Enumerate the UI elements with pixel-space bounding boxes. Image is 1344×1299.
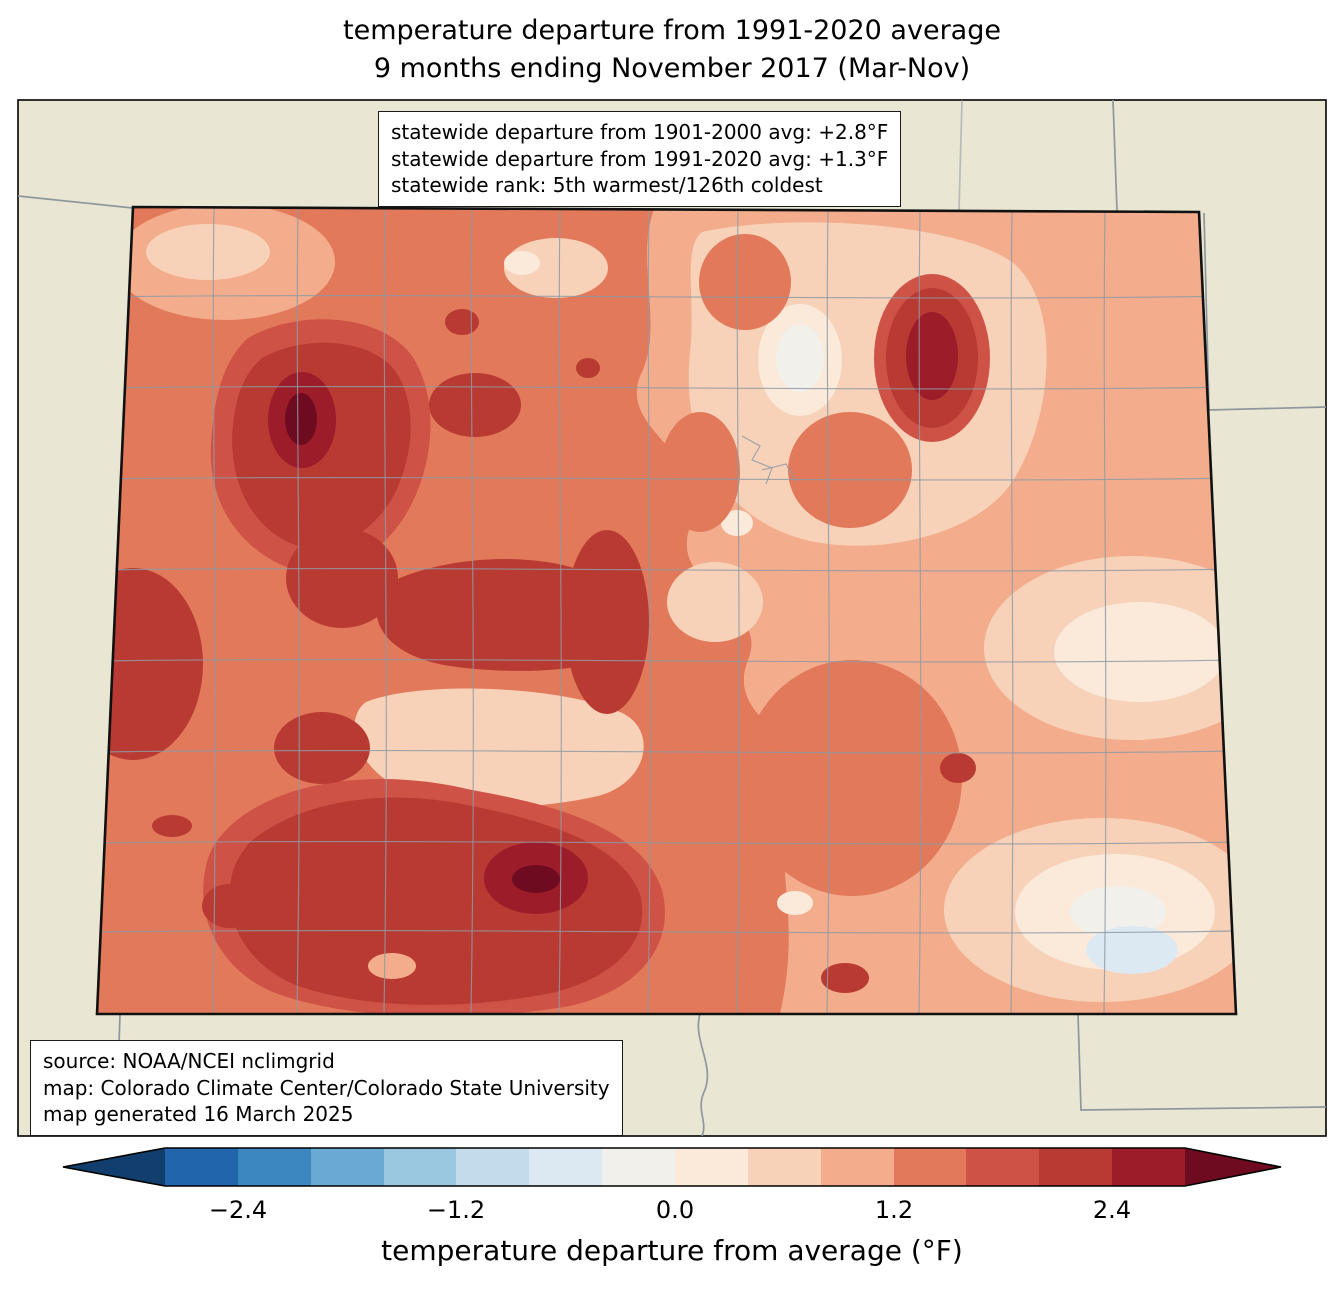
colorbar-segment xyxy=(311,1148,385,1186)
contour-blob xyxy=(742,660,962,896)
colorbar-segment xyxy=(165,1148,239,1186)
colorbar xyxy=(62,1147,1282,1187)
colorbar-segment xyxy=(748,1148,822,1186)
state-line xyxy=(1112,100,1118,212)
stats-1991-2020: statewide departure from 1991-2020 avg: … xyxy=(391,146,889,171)
contour-hot-core xyxy=(906,312,958,400)
contour-blob xyxy=(777,891,813,915)
river-line xyxy=(697,1013,709,1136)
colorbar-tick: −2.4 xyxy=(208,1196,268,1224)
source-line: source: NOAA/NCEI nclimgrid xyxy=(43,1049,335,1073)
contour-blob xyxy=(152,815,192,837)
colorbar-segment xyxy=(238,1148,312,1186)
source-box: source: NOAA/NCEI nclimgrid map: Colorad… xyxy=(30,1040,623,1136)
contour-blob xyxy=(660,412,740,532)
colorbar-segment xyxy=(821,1148,895,1186)
generated-date-line: map generated 16 March 2025 xyxy=(43,1102,354,1127)
colorbar-segment xyxy=(456,1148,530,1186)
contour-blob xyxy=(699,234,791,330)
colorbar-segment xyxy=(894,1148,967,1186)
colorbar-tick: −1.2 xyxy=(426,1196,486,1224)
stats-box: statewide departure from 1901-2000 avg: … xyxy=(378,111,902,207)
stats-1901-2000: statewide departure from 1901-2000 avg: … xyxy=(391,120,889,144)
colorbar-segment xyxy=(966,1148,1040,1186)
contour-blob xyxy=(821,963,869,993)
contour-blob xyxy=(776,324,824,392)
colorbar-segment xyxy=(1112,1148,1185,1186)
contour-blob xyxy=(1070,886,1166,938)
contour-blob xyxy=(368,953,416,979)
contour-blob xyxy=(565,530,649,714)
contour-blob xyxy=(445,309,479,335)
colorbar-segment xyxy=(529,1148,603,1186)
title-line1: temperature departure from 1991-2020 ave… xyxy=(343,15,1001,46)
stats-rank: statewide rank: 5th warmest/126th coldes… xyxy=(391,173,823,198)
figure-title: temperature departure from 1991-2020 ave… xyxy=(0,12,1344,89)
contour-blob xyxy=(576,358,600,378)
map-contours xyxy=(97,207,1236,1014)
colorbar-outline xyxy=(62,1147,1282,1187)
contour-blob xyxy=(667,562,763,642)
colorbar-tick: 0.0 xyxy=(655,1196,695,1224)
colorbar-tick: 1.2 xyxy=(874,1196,914,1224)
colorbar-right-arrow xyxy=(1185,1148,1281,1186)
colorbar-tick: 2.4 xyxy=(1092,1196,1132,1224)
county-lines xyxy=(99,207,1236,1014)
contour-blob xyxy=(788,412,912,528)
colorbar-segment xyxy=(675,1148,749,1186)
colorbar-label: temperature departure from average (°F) xyxy=(381,1234,963,1267)
colorbar-segment xyxy=(1039,1148,1113,1186)
title-line2: 9 months ending November 2017 (Mar-Nov) xyxy=(373,53,971,85)
contour-cool-pocket xyxy=(1086,926,1178,974)
neighbor-state-lines xyxy=(18,100,1326,1136)
contour-blob xyxy=(504,251,540,275)
map-credit-line: map: Colorado Climate Center/Colorado St… xyxy=(43,1075,610,1100)
contour-extreme-spot xyxy=(285,393,317,445)
colorbar-segment xyxy=(384,1148,457,1186)
state-line xyxy=(1077,1013,1326,1111)
contour-extreme-spot xyxy=(512,865,560,893)
contour-blob xyxy=(1054,602,1226,702)
colorbar-left-arrow xyxy=(63,1148,165,1186)
contour-blob xyxy=(286,528,398,628)
contour-blob xyxy=(274,712,370,784)
contour-blob xyxy=(202,884,258,928)
contour-blob xyxy=(721,510,753,536)
contour-blob xyxy=(146,224,270,280)
state-line xyxy=(958,100,963,212)
state-line xyxy=(18,195,134,209)
contour-parks-pale xyxy=(354,688,644,807)
contour-blob xyxy=(940,753,976,783)
state-border xyxy=(95,205,1238,1016)
contour-blob xyxy=(429,373,521,437)
colorbar-segment xyxy=(602,1148,676,1186)
